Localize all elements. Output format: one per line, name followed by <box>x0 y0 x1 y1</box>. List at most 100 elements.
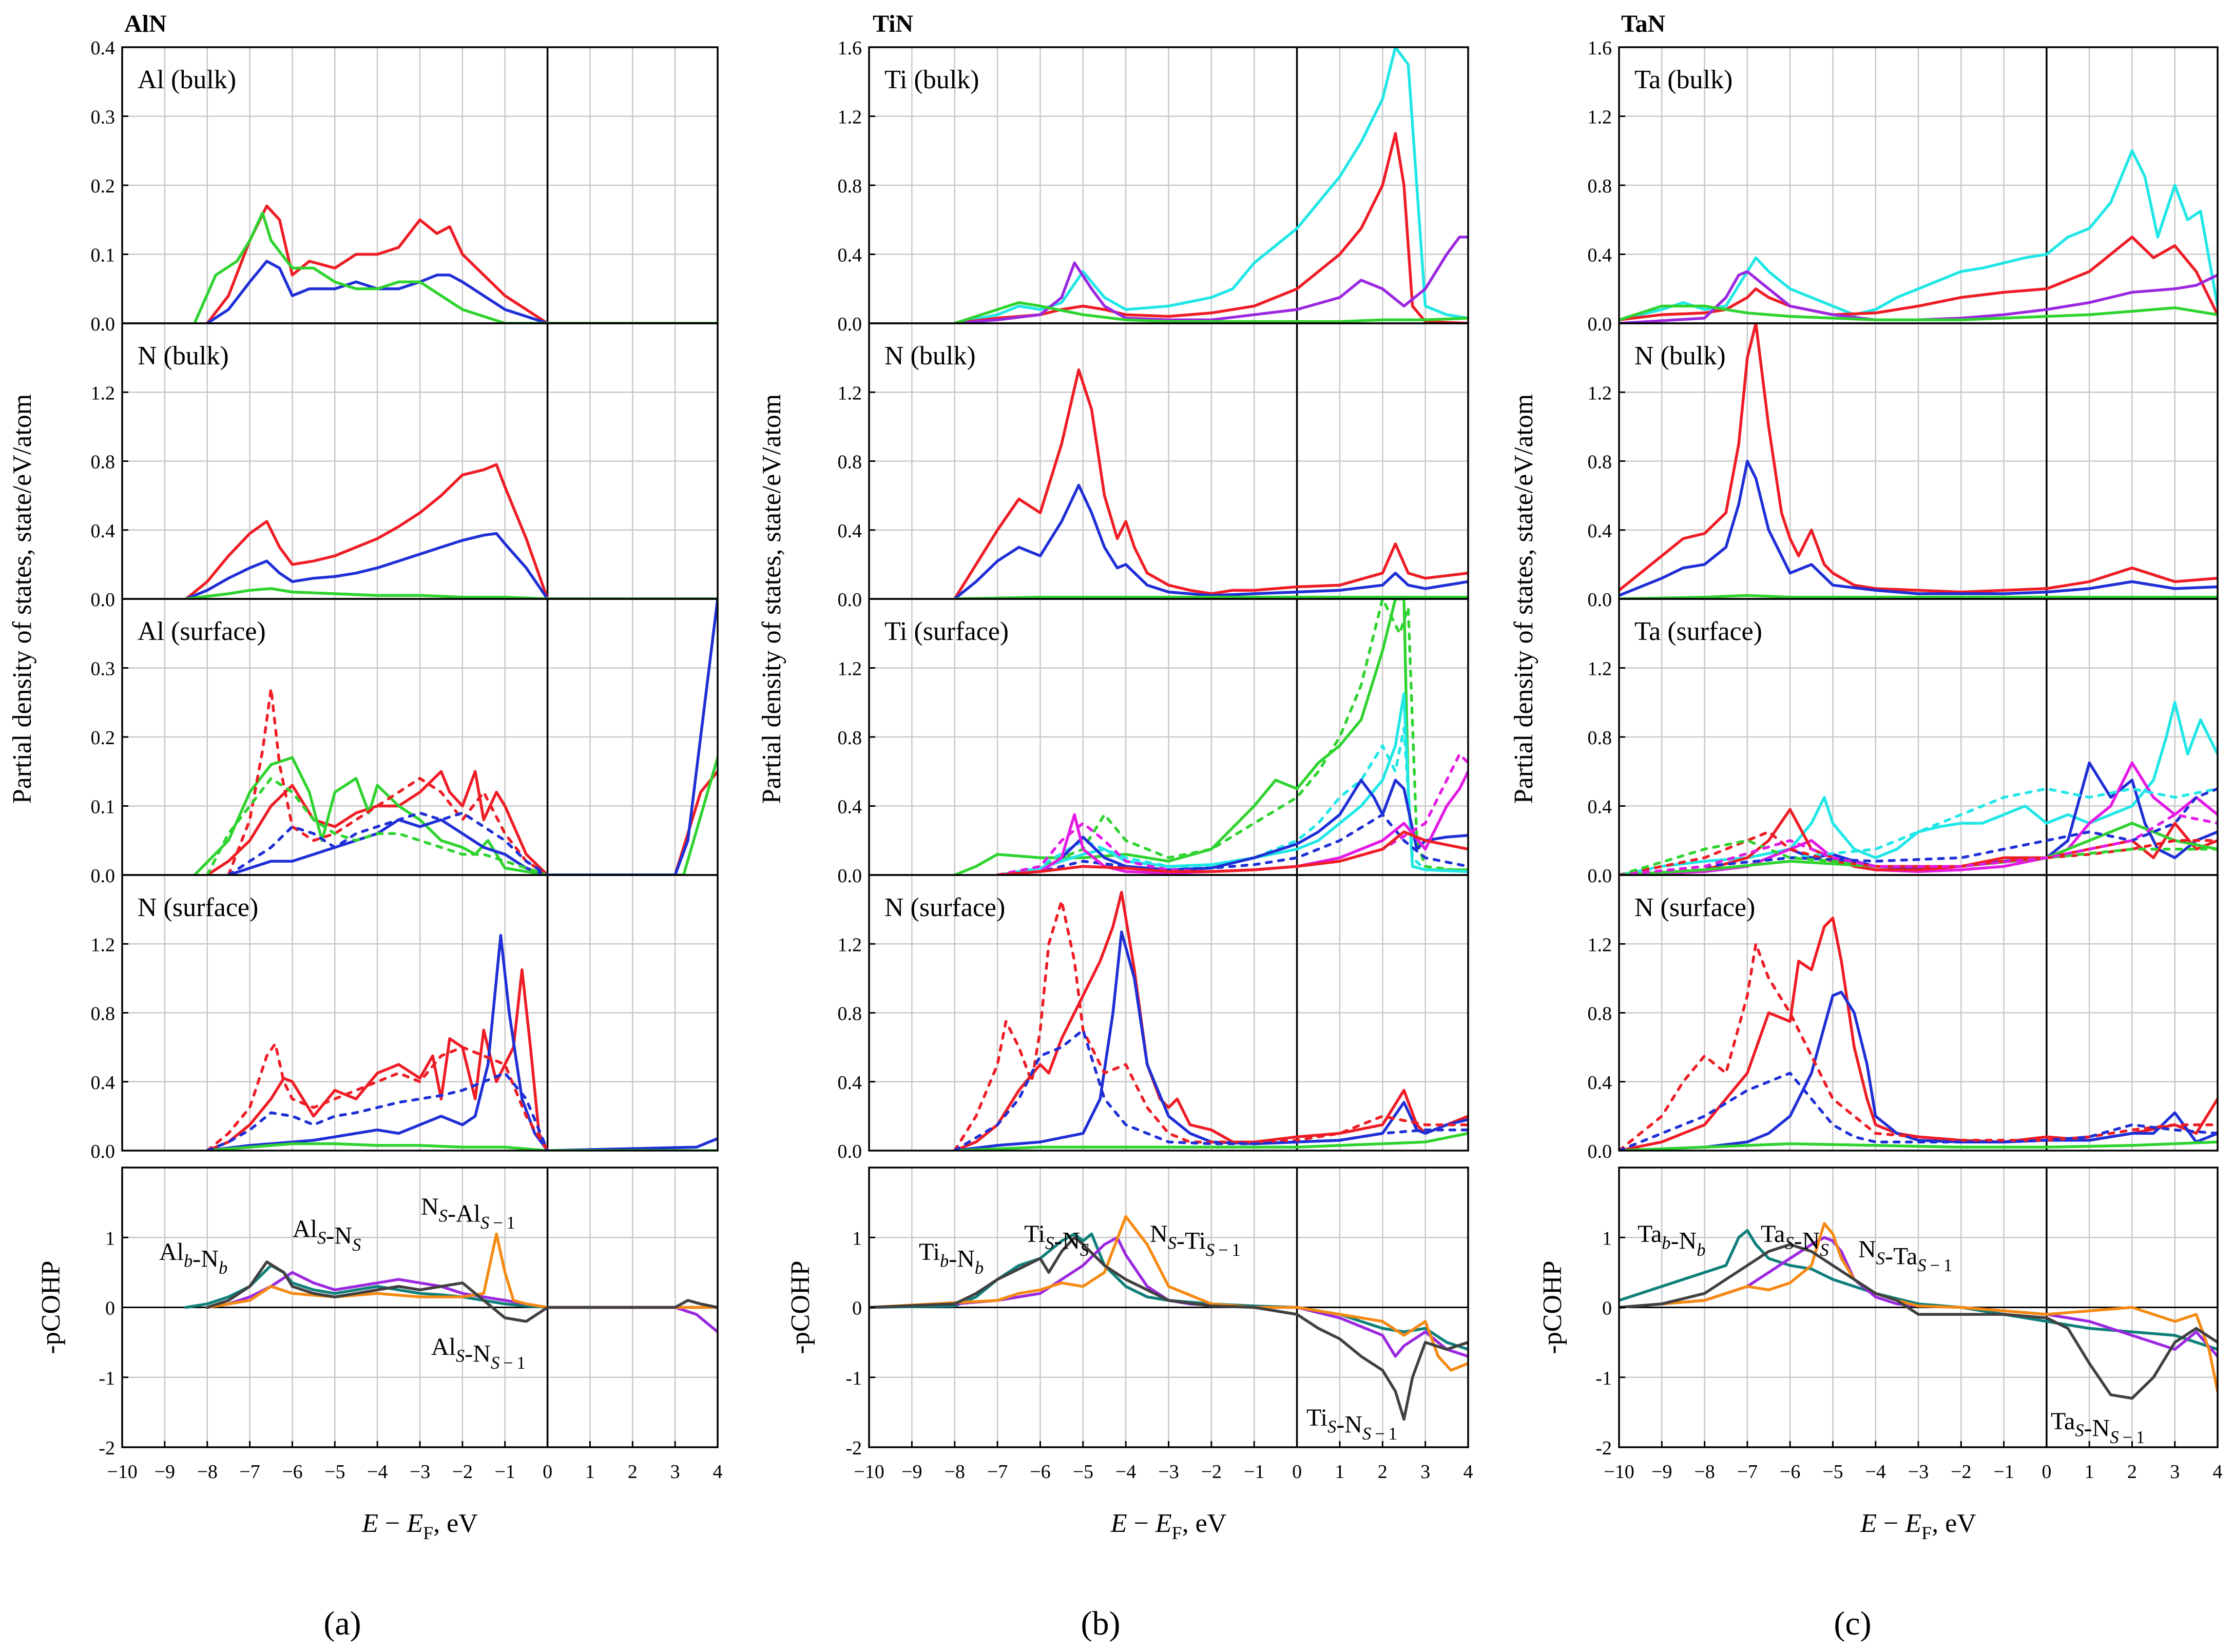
y-tick-label: 0.4 <box>838 520 862 542</box>
y-tick-label: -2 <box>1595 1437 1612 1459</box>
subplot-0: 0.0 0.4 0.8 1.2 1.6 Ti (bulk) <box>838 37 1469 335</box>
x-tick-label: −1 <box>1244 1461 1264 1483</box>
y-tick-label: 0.0 <box>1588 865 1612 887</box>
series-Ta_b-N_b <box>1619 1229 2218 1351</box>
subplot-2: 0.0 0.4 0.8 1.2 Ti (surface) <box>838 598 1469 887</box>
x-tick-label: 3 <box>2170 1461 2180 1483</box>
series-blue <box>184 532 718 599</box>
y-tick-label: 1 <box>852 1228 862 1249</box>
series-blue <box>1619 459 2218 597</box>
x-tick-label: −10 <box>854 1461 884 1483</box>
y-tick-label: 1.2 <box>1588 658 1612 680</box>
plot-area <box>184 463 718 599</box>
subplot-label: Ti (bulk) <box>884 65 979 94</box>
y-axis-label-dos: Partial density of states, state/eV/atom <box>1509 394 1538 804</box>
series-cyan <box>1619 701 2218 875</box>
x-tick-label: 2 <box>2127 1461 2137 1483</box>
x-tick-label: −4 <box>1865 1461 1885 1483</box>
cohp-annotation-3: TiS-NS − 1 <box>1306 1404 1397 1444</box>
subplot-label: N (bulk) <box>884 341 976 371</box>
y-tick-label: 0.0 <box>91 589 116 611</box>
y-axis-label-cohp: -pCOHP <box>1538 1260 1567 1354</box>
series-green-dot <box>996 599 1468 875</box>
subplot-4: -2 -1 0 1 <box>99 1167 719 1459</box>
series-blue-dot <box>1619 1072 2218 1151</box>
plot-area <box>953 368 1468 599</box>
subplot-0: 0.0 0.4 0.8 1.2 1.6 Ta (bulk) <box>1588 37 2219 335</box>
y-tick-label: 0.8 <box>1588 176 1612 197</box>
x-axis-label: E − EF, eV <box>361 1509 478 1543</box>
y-tick-label: 0.0 <box>838 865 862 887</box>
x-tick-label: −9 <box>1651 1461 1672 1483</box>
y-tick-label: 0.4 <box>1588 796 1612 818</box>
subplot-label: N (bulk) <box>1634 341 1726 371</box>
y-tick-label: 0.0 <box>1588 1141 1612 1162</box>
y-tick-label: 1 <box>1602 1228 1612 1249</box>
y-tick-label: 0.4 <box>838 245 862 266</box>
plot-area <box>1619 917 2218 1151</box>
x-tick-label: −3 <box>410 1461 430 1483</box>
x-tick-label: −8 <box>197 1461 217 1483</box>
x-tick-label: −10 <box>1604 1461 1634 1483</box>
series-green-dot <box>1619 839 2218 875</box>
y-tick-label: 1.6 <box>838 37 862 59</box>
series-Ta_S-N_S <box>1619 1236 2218 1358</box>
series-blue-dot <box>205 1072 549 1151</box>
x-tick-label: −5 <box>1073 1461 1093 1483</box>
series-blue <box>227 599 718 875</box>
x-tick-label: 0 <box>2042 1461 2051 1483</box>
y-tick-label: -2 <box>99 1437 115 1459</box>
y-tick-label: 0.0 <box>838 1141 862 1162</box>
series-red-dot <box>205 1042 549 1151</box>
y-tick-label: 1.2 <box>1588 382 1612 404</box>
y-tick-label: 1.6 <box>1588 37 1612 59</box>
x-tick-label: −8 <box>1694 1461 1715 1483</box>
series-green-dot <box>205 776 549 875</box>
series-green <box>184 587 718 599</box>
series-blue-dot <box>996 813 1468 875</box>
y-tick-label: 0.4 <box>1588 1072 1612 1094</box>
y-tick-label: 1.2 <box>838 658 862 680</box>
plot-area <box>193 204 718 323</box>
y-tick-label: 0.8 <box>838 452 862 473</box>
y-tick-label: 0.0 <box>1588 314 1612 335</box>
series-cyan-dot <box>996 727 1468 875</box>
x-tick-label: 2 <box>1378 1461 1388 1483</box>
y-tick-label: 1.2 <box>838 107 862 128</box>
y-tick-label: 0.0 <box>91 314 116 335</box>
y-tick-label: 1 <box>105 1228 115 1249</box>
y-tick-label: 0 <box>105 1298 115 1319</box>
y-tick-label: 0.4 <box>1588 520 1612 542</box>
y-tick-label: 0.3 <box>91 658 116 680</box>
subplot-label: N (surface) <box>1634 893 1755 922</box>
y-tick-label: 0.0 <box>91 865 116 887</box>
panel-label-b: (b) <box>1081 1605 1121 1642</box>
y-tick-label: 0.8 <box>1588 1003 1612 1025</box>
y-tick-label: 0.4 <box>91 520 116 542</box>
y-tick-label: 0.1 <box>91 245 116 266</box>
y-tick-label: 0.8 <box>1588 452 1612 473</box>
subplot-3: 0.0 0.4 0.8 1.2 N (surface) <box>838 874 1469 1162</box>
subplot-1: 0.0 0.4 0.8 1.2 N (bulk) <box>838 322 1469 611</box>
y-tick-label: -1 <box>1595 1368 1612 1389</box>
x-tick-label: 4 <box>713 1461 723 1483</box>
series-red <box>996 830 1468 875</box>
cohp-annotation-1: TaS-NS <box>1761 1220 1829 1260</box>
series-red-dot <box>953 899 1468 1151</box>
plot-area <box>184 1232 718 1333</box>
series-blue <box>953 483 1468 599</box>
chart-title: TaN <box>1621 10 1666 37</box>
y-axis-label-cohp: -pCOHP <box>786 1260 815 1354</box>
x-tick-label: −1 <box>1993 1461 2014 1483</box>
cohp-annotation-3: AlS-NS − 1 <box>431 1333 526 1373</box>
series-N_S-Al_S-1 <box>205 1232 718 1309</box>
cohp-annotation-0: Tab-Nb <box>1638 1220 1706 1260</box>
cohp-annotation-1: TiS-NS <box>1024 1220 1089 1260</box>
y-tick-label: 0.0 <box>838 589 862 611</box>
x-tick-label: 0 <box>543 1461 552 1483</box>
subplot-1: 0.0 0.4 0.8 1.2 N (bulk) <box>1588 322 2219 611</box>
series-red-dot <box>227 687 549 875</box>
series-blue <box>953 930 1468 1151</box>
x-tick-label: −4 <box>1115 1461 1136 1483</box>
